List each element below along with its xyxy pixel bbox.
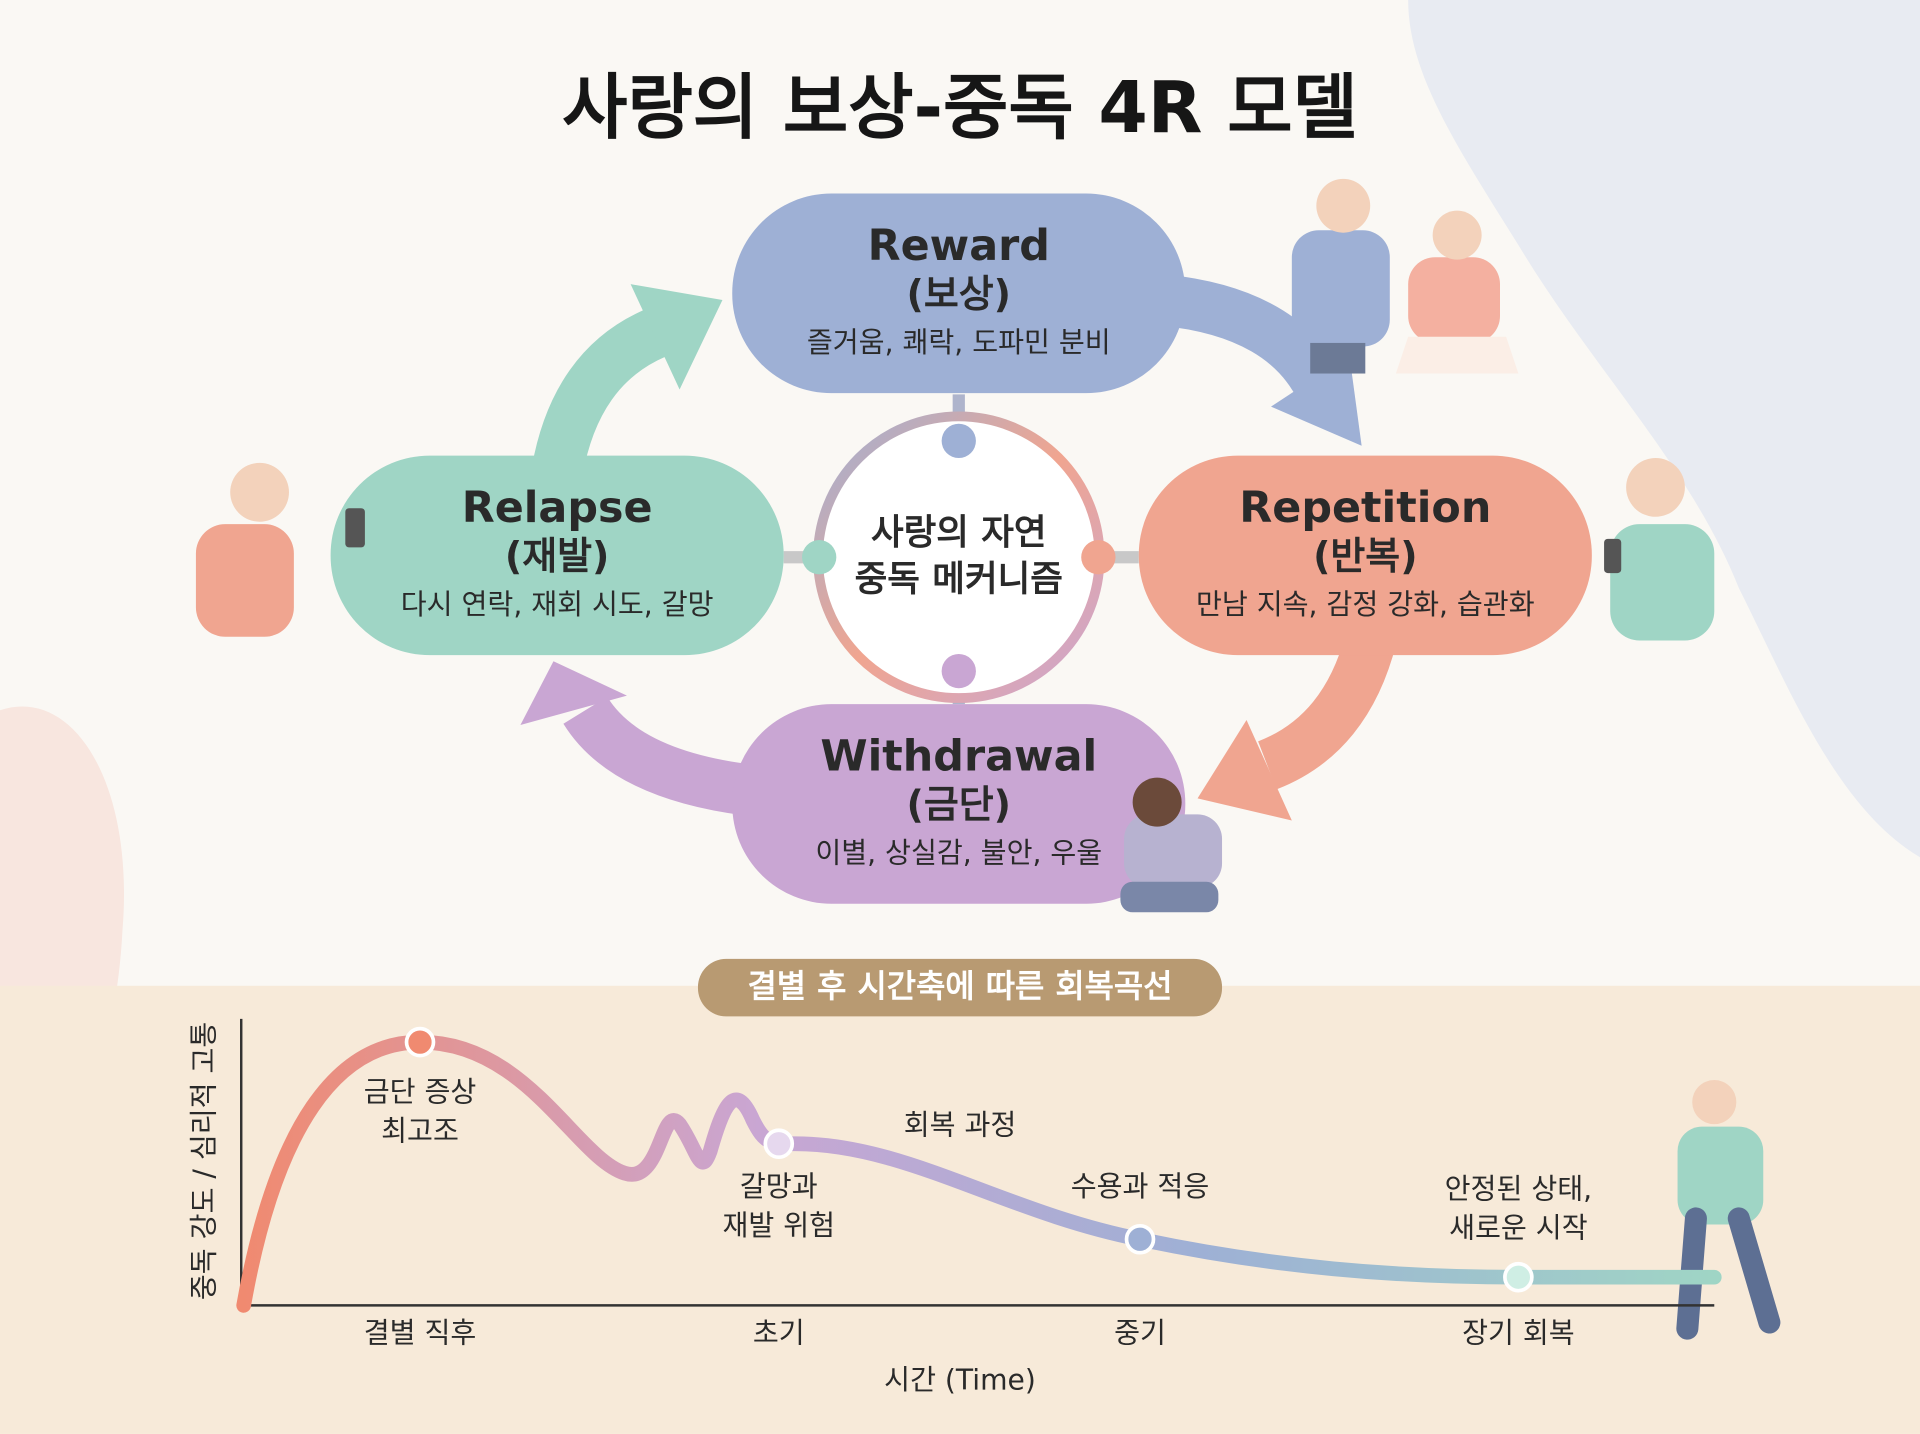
node-description: 이별, 상실감, 불안, 우울 [815, 837, 1102, 870]
curve-annotation: 금단 증상 [364, 1076, 477, 1109]
x-category-label: 장기 회복 [1462, 1317, 1575, 1350]
connector-dot [941, 423, 976, 459]
arrow-head [1197, 720, 1292, 821]
node: Repetition(반복) 만남 지속, 감정 강화, 습관화 [1138, 455, 1592, 656]
title: 사랑의 보상-중독 4R 모델 [562, 66, 1358, 149]
node-korean: (반복) [1313, 534, 1417, 578]
node-name: Reward [868, 221, 1050, 271]
node-pill [1138, 455, 1592, 656]
curve-annotation: 최고조 [381, 1115, 459, 1148]
texting-woman-illustration [195, 462, 365, 637]
x-axis-label: 시간 (Time) [884, 1363, 1036, 1396]
arrow [1257, 630, 1397, 790]
x-category-label: 결별 직후 [364, 1317, 477, 1350]
node-pill [732, 193, 1186, 394]
curve-point [404, 1026, 436, 1058]
connector-dot [941, 653, 976, 689]
x-category-label: 초기 [753, 1317, 805, 1350]
node-name: Withdrawal [820, 732, 1097, 782]
illustrations [195, 178, 1781, 1340]
node-description: 만남 지속, 감정 강화, 습관화 [1196, 588, 1535, 621]
arrow [563, 695, 751, 816]
curve-annotation: 안정된 상태, [1445, 1172, 1592, 1205]
arrow-head [1271, 355, 1362, 446]
node: Withdrawal(금단) 이별, 상실감, 불안, 우울 [732, 704, 1186, 904]
node-korean: (금단) [907, 782, 1011, 826]
background-blob [1408, 0, 1920, 858]
nodes: Reward(보상) 즐거움, 쾌락, 도파민 분비 Repetition(반복) 만… [330, 193, 1592, 904]
curve-point [1124, 1223, 1156, 1255]
node: Reward(보상) 즐거움, 쾌락, 도파민 분비 [732, 193, 1186, 394]
curve-point [763, 1128, 795, 1160]
curve-annotation: 회복 과정 [904, 1109, 1017, 1142]
node-korean: (재발) [505, 534, 609, 578]
node-pill [330, 455, 784, 656]
sad-person-illustration [1120, 777, 1223, 913]
center-label: 사랑의 자연 [871, 512, 1047, 553]
curve-annotation: 갈망과 [740, 1170, 818, 1203]
curve-title-badge [697, 958, 1223, 1017]
node: Relapse(재발) 다시 연락, 재회 시도, 갈망 [330, 455, 784, 656]
arrow [531, 309, 666, 477]
node-description: 다시 연락, 재회 시도, 갈망 [401, 588, 714, 621]
curve-panel [0, 985, 1920, 1434]
arrow-head [520, 661, 627, 725]
node-name: Repetition [1239, 483, 1491, 533]
node-description: 즐거움, 쾌락, 도파민 분비 [807, 326, 1111, 359]
curve-annotation: 수용과 적응 [1071, 1170, 1209, 1203]
couple-illustration [1291, 178, 1519, 374]
arrow-head [630, 284, 723, 390]
y-axis-label: 중독 강도 / 심리적 고통 [188, 1022, 221, 1300]
connector-dot [802, 540, 837, 575]
node-name: Relapse [462, 483, 653, 533]
node-korean: (보상) [907, 272, 1011, 316]
node-pill [732, 704, 1186, 904]
walking-person-illustration [1676, 1080, 1781, 1340]
x-category-label: 중기 [1114, 1317, 1166, 1350]
connector-dot [1081, 540, 1116, 575]
curve-point [1503, 1261, 1534, 1293]
center-hub: 사랑의 자연 중독 메커니즘 [783, 394, 1139, 705]
curve-annotation: 새로운 시작 [1449, 1211, 1587, 1244]
curve-annotation: 재발 위험 [722, 1209, 835, 1242]
curve-title: 결별 후 시간축에 따른 회복곡선 [748, 967, 1173, 1005]
center-label: 중독 메커니즘 [855, 558, 1063, 599]
cycle-arrows [520, 274, 1397, 821]
phone-person-illustration [1604, 458, 1715, 641]
